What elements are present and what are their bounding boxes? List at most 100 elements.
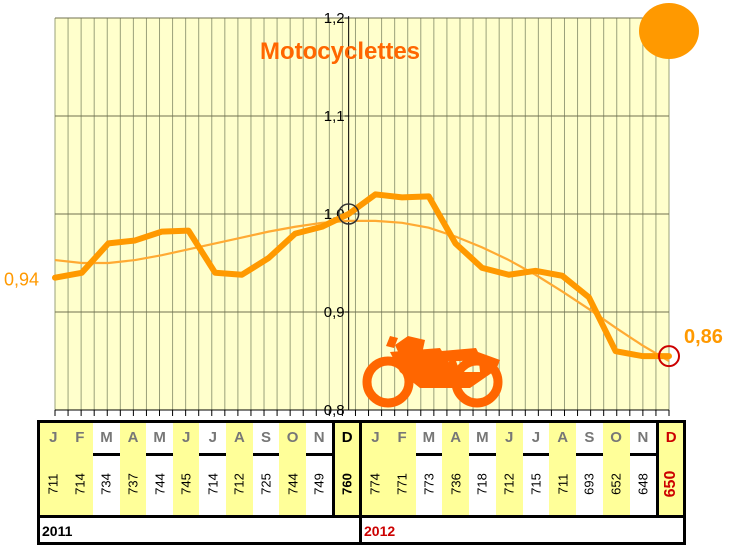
data-point: [400, 195, 405, 200]
value-cell: 652: [602, 453, 630, 515]
main-series-line: [52, 191, 672, 360]
table-divider: [362, 515, 683, 518]
month-header-cell: J: [362, 423, 389, 453]
value-text: 771: [394, 473, 410, 495]
table-divider: [40, 515, 359, 518]
value-cell: 737: [119, 453, 147, 515]
value-text: 737: [125, 473, 141, 495]
start-value-label: 0,94: [4, 270, 39, 290]
reference-point-marker: [337, 203, 360, 225]
value-text: 774: [367, 473, 383, 495]
data-point: [560, 273, 565, 278]
year-label-2012: 2012: [364, 523, 396, 539]
month-header-cell: S: [260, 429, 271, 446]
value-cell: 712: [226, 453, 253, 515]
month-header-cell: O: [602, 423, 630, 453]
month-header-cell: J: [531, 429, 541, 446]
value-cell: 744: [279, 453, 306, 515]
chart: 0,80,91,01,11,2 Motocyclettes 0,94 0,86: [4, 3, 723, 419]
value-cell: 744: [146, 453, 173, 515]
data-point: [106, 241, 111, 246]
data-point: [133, 238, 138, 243]
value-text: 711: [45, 473, 61, 495]
month-header-cell: A: [442, 423, 469, 453]
data-point: [53, 275, 57, 280]
y-tick-label: 0,8: [324, 402, 345, 419]
value-cell: 648: [630, 453, 657, 515]
data-point: [640, 354, 645, 359]
value-text: 736: [448, 473, 464, 495]
y-tick-label: 0,9: [324, 304, 345, 321]
month-header-cell: O: [279, 423, 306, 453]
value-cell: 745: [172, 453, 200, 515]
data-point: [213, 270, 218, 275]
month-header-cell: N: [313, 429, 325, 446]
value-text: 693: [581, 473, 597, 495]
motorcycle-icon: [362, 336, 503, 408]
value-cell: 725: [253, 453, 280, 515]
value-text: 760: [339, 473, 355, 495]
value-cell: 734: [93, 453, 120, 515]
data-point: [266, 256, 271, 261]
value-cell: 774: [362, 453, 389, 515]
data-point: [613, 349, 618, 354]
value-text: 718: [474, 473, 490, 495]
month-header-cell: J: [208, 429, 217, 446]
series-layer: [52, 191, 672, 362]
month-header-cell: J: [495, 423, 523, 453]
month-header-cell: M: [100, 429, 113, 446]
value-cell: 718: [469, 453, 496, 515]
value-text: 650: [662, 470, 680, 498]
value-cell: 714: [66, 453, 94, 515]
value-text: 714: [205, 473, 221, 495]
y-tick-label: 1,1: [324, 108, 345, 125]
value-text: 715: [528, 473, 544, 495]
data-point: [426, 194, 431, 199]
value-text: 744: [285, 473, 301, 495]
month-header-cell: M: [476, 429, 489, 446]
value-text: 744: [152, 473, 168, 495]
value-cell: 715: [523, 453, 550, 515]
value-cell: 749: [306, 453, 333, 515]
data-point: [667, 354, 671, 359]
value-cell: 771: [388, 453, 416, 515]
value-cell: 736: [442, 453, 469, 515]
value-text: 734: [98, 473, 114, 495]
month-header-cell: D: [332, 423, 359, 453]
value-cell: 650: [656, 453, 683, 515]
data-point: [159, 229, 164, 234]
month-header-cell: A: [226, 423, 253, 453]
month-header-cell: J: [40, 423, 67, 453]
month-header-cell: F: [388, 423, 416, 453]
data-point: [506, 272, 511, 277]
value-cell: 760: [332, 453, 359, 515]
data-point: [373, 192, 378, 197]
data-point: [186, 228, 191, 233]
data-point: [480, 265, 485, 270]
value-text: 712: [231, 473, 247, 495]
chart-title: Motocyclettes: [260, 38, 420, 65]
value-cell: 693: [576, 453, 603, 515]
value-cell: 714: [200, 453, 227, 515]
data-point: [319, 224, 324, 229]
month-header-cell: S: [584, 429, 595, 446]
data-point: [239, 272, 244, 277]
data-point: [586, 295, 591, 300]
month-header-cell: A: [119, 423, 147, 453]
value-text: 749: [311, 473, 327, 495]
value-text: 773: [421, 473, 437, 495]
year-label-2011: 2011: [42, 523, 73, 539]
month-header-cell: F: [66, 423, 94, 453]
month-header-cell: A: [549, 423, 576, 453]
value-text: 725: [258, 473, 274, 495]
month-header-cell: D: [656, 423, 683, 453]
value-cell: 711: [549, 453, 576, 515]
y-tick-label: 1,2: [324, 10, 345, 27]
month-header-cell: M: [422, 429, 436, 446]
value-text: 652: [608, 473, 624, 495]
data-point: [533, 268, 538, 273]
